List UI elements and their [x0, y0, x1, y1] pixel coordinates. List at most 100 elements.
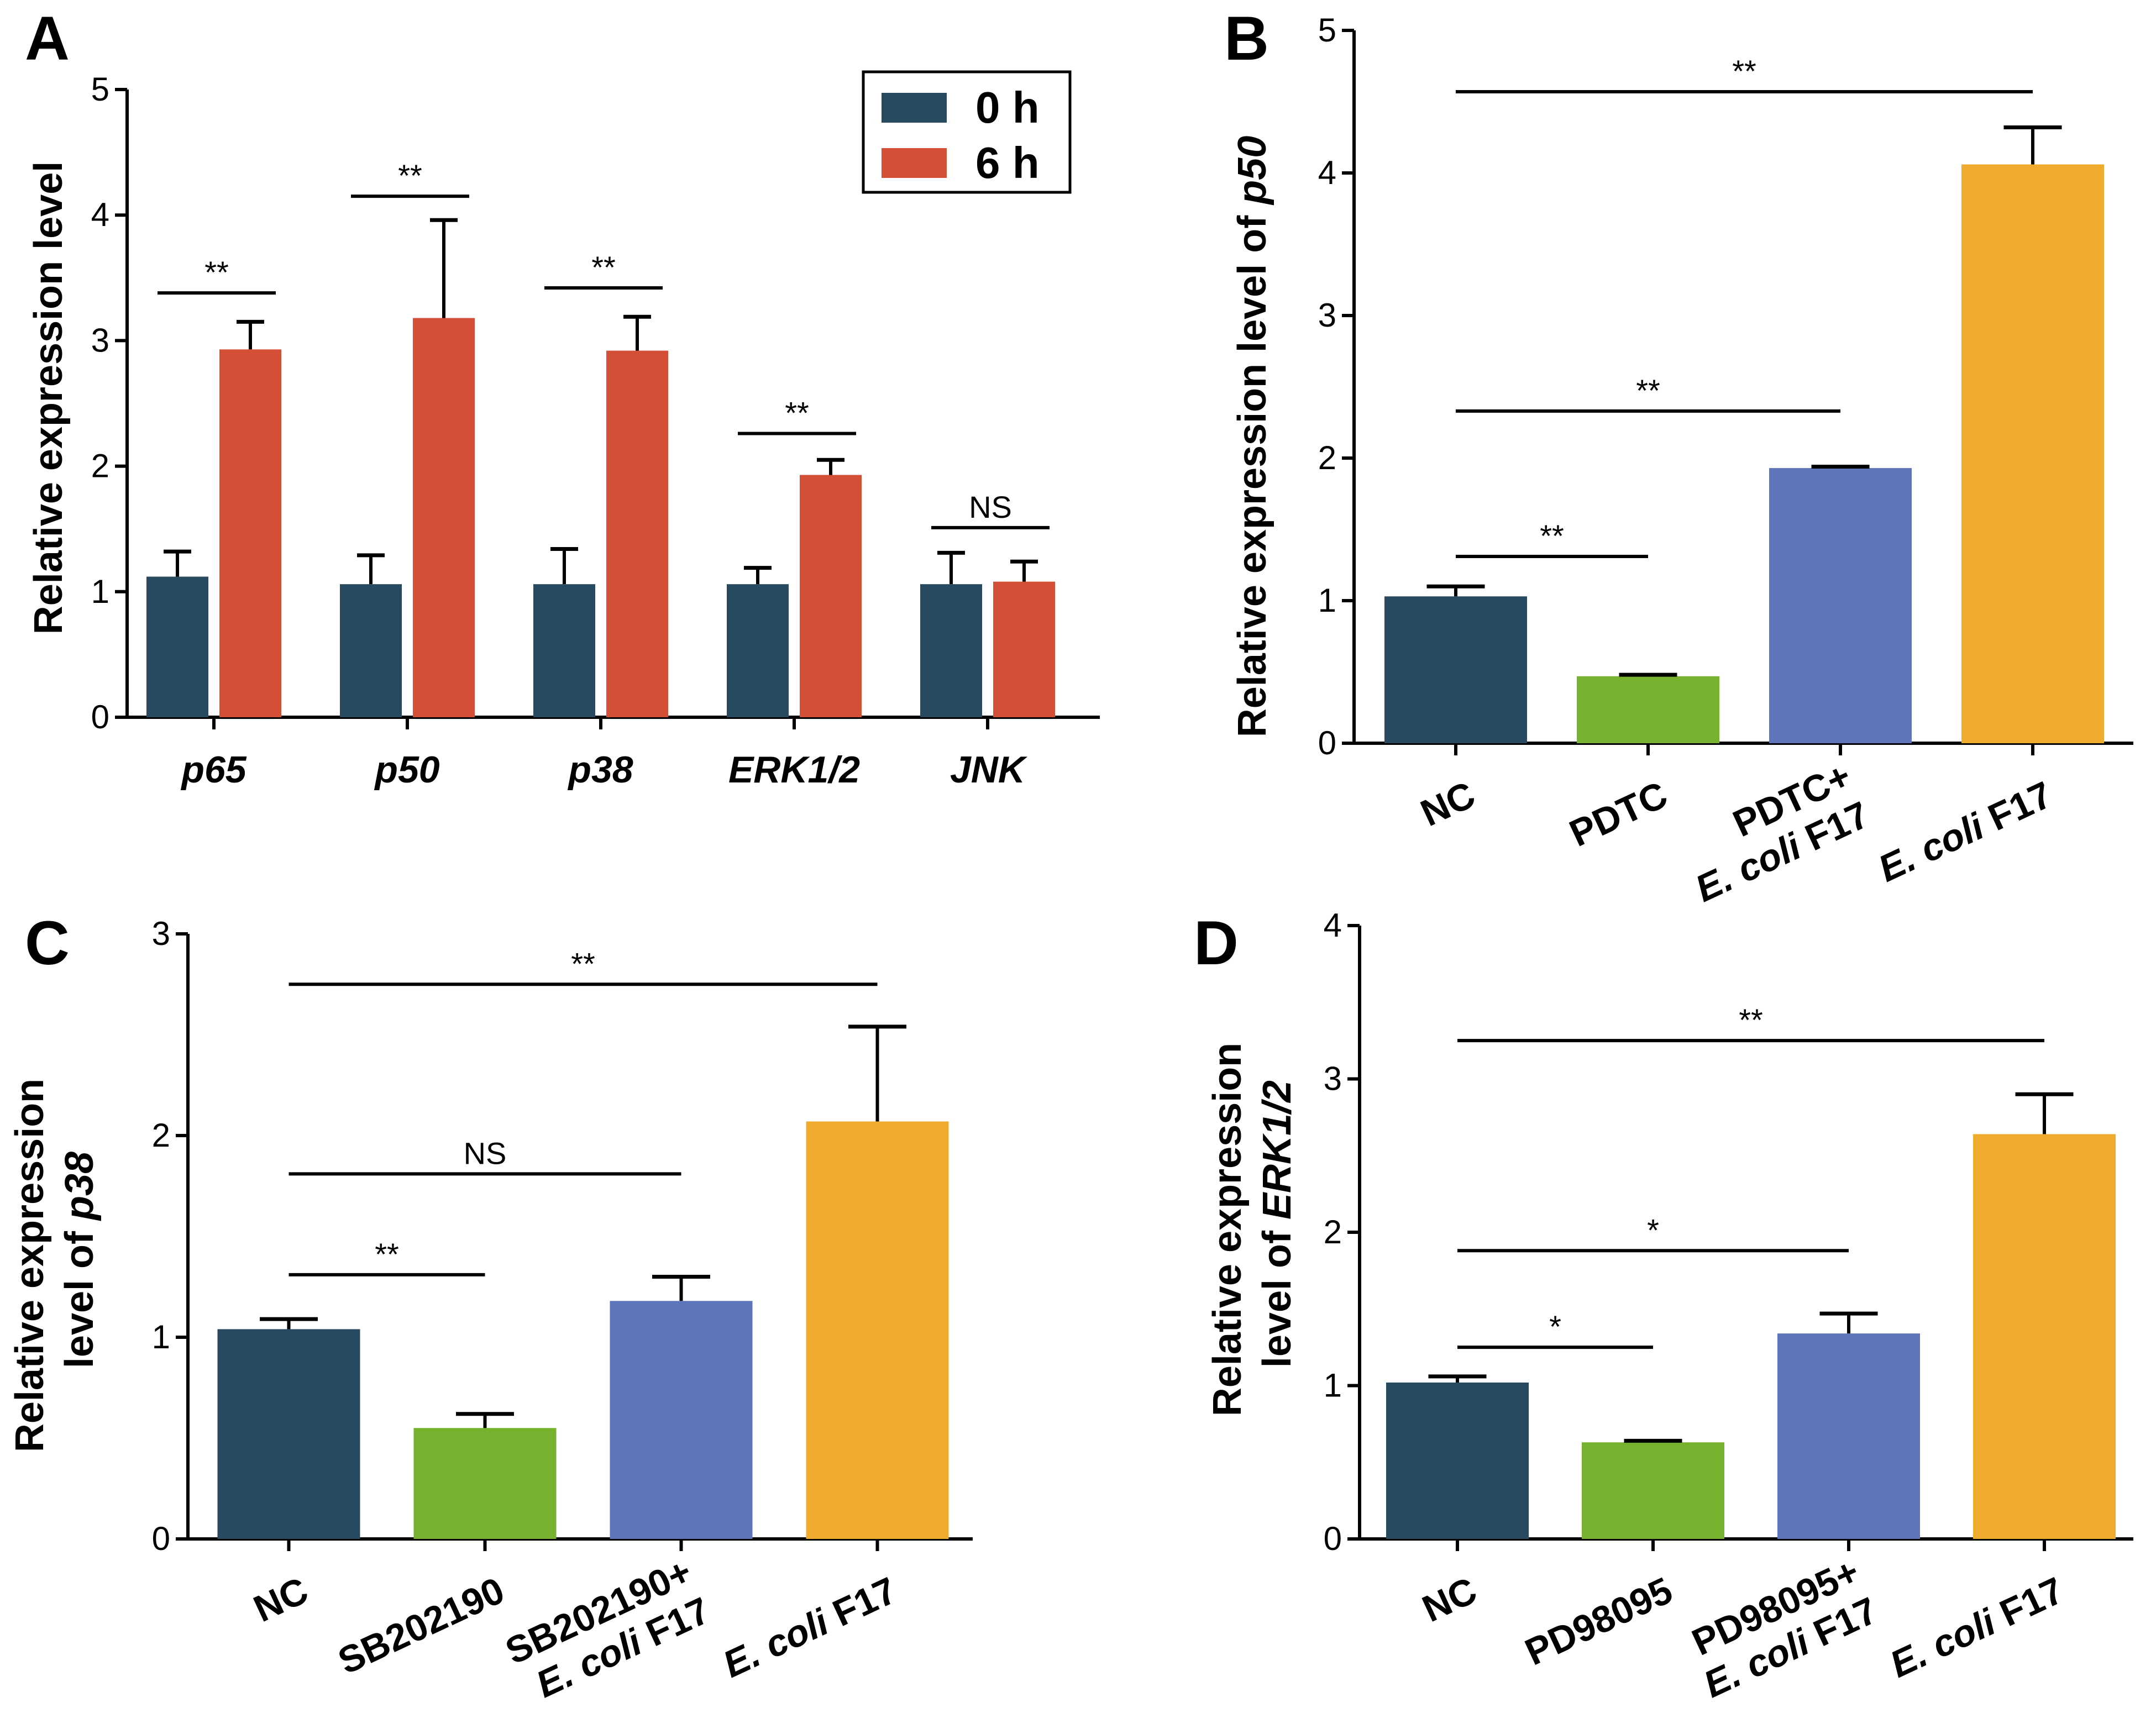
- panel-b-y-axis-label-gene: p50: [1230, 136, 1274, 206]
- category-label-line: E. coli F17: [1872, 774, 2058, 890]
- category-label-line: PD98095: [1519, 1569, 1678, 1674]
- category-label-segment: NC: [1416, 1569, 1483, 1630]
- legend-label-0h: 0 h: [975, 83, 1040, 132]
- panel-c-y-tick-label: 2: [152, 1117, 170, 1154]
- panel-a-y-tick-label: 3: [91, 322, 109, 359]
- panel-b-y-tick-label: 5: [1318, 12, 1336, 49]
- panel-c-bar-1: [217, 1329, 360, 1539]
- panel-d-y-axis-label-prefix: level of: [1255, 1220, 1299, 1368]
- panel-b-significance-label: **: [1540, 518, 1564, 553]
- panel-c-y-tick-label: 1: [152, 1318, 170, 1355]
- category-label-segment: F17: [1973, 774, 2058, 843]
- panel-c-y-tick-label: 0: [152, 1520, 170, 1557]
- panel-a-y-tick-label: 5: [91, 71, 109, 108]
- panel-a-bar-0h: [727, 584, 789, 717]
- panel-letter-b: B: [1224, 4, 1269, 73]
- category-label-line: E. coli F17: [717, 1569, 903, 1686]
- panel-a-significance-label: **: [204, 255, 229, 290]
- panel-a-y-tick-label: 2: [91, 448, 109, 485]
- panel-letter-a: A: [25, 4, 70, 73]
- panel-a-bar-6h: [606, 350, 668, 717]
- panel-c-significance-label: **: [571, 946, 595, 981]
- category-label-segment: PDTC: [1563, 774, 1674, 855]
- panel-c-x-tick-label: SB202190+E. coli F17: [499, 1550, 716, 1711]
- panel-d-y-tick-label: 3: [1324, 1060, 1342, 1097]
- panel-a-bar-0h: [533, 584, 595, 717]
- category-label-segment: E. coli: [1884, 1600, 2003, 1685]
- panel-a-x-tick-label: JNK: [950, 749, 1028, 791]
- panel-d-y-tick-label: 0: [1324, 1520, 1342, 1557]
- panel-c-significance-label: **: [375, 1237, 399, 1271]
- panel-c-y-axis-label-line1: Relative expression: [8, 1079, 52, 1452]
- panel-b-bar-1: [1384, 596, 1527, 743]
- panel-c-y-axis-label-gene: p38: [57, 1152, 102, 1221]
- panel-a-bar-6h: [219, 349, 281, 717]
- panel-a-bar-6h: [993, 581, 1055, 717]
- category-label-segment: E. coli: [1872, 805, 1991, 890]
- legend-swatch-0h: [882, 93, 947, 123]
- panel-d-x-tick-label: E. coli F17: [1884, 1569, 2070, 1686]
- panel-d-significance-label: *: [1647, 1212, 1659, 1247]
- panel-b-significance-label: **: [1636, 373, 1660, 408]
- panel-a-y-axis-label: Relative expression level: [27, 161, 71, 634]
- category-label-segment: NC: [248, 1569, 314, 1630]
- panel-d-bar-1: [1386, 1382, 1529, 1539]
- legend-swatch-6h: [882, 148, 947, 178]
- panel-b-x-tick-label: NC: [1414, 774, 1481, 834]
- panel-b-y-tick-label: 4: [1318, 154, 1336, 191]
- panel-d: D Relative expression level of ERK1/2 0 1…: [1194, 907, 2133, 1706]
- panel-d-bar-4: [1973, 1134, 2116, 1539]
- panel-d-x-tick-label: PD98095+E. coli F17: [1679, 1550, 1884, 1706]
- panel-c: C Relative expression level of p38 0 1 2 3 N…: [8, 908, 973, 1711]
- panel-b-x-tick-label: PDTC: [1563, 774, 1674, 855]
- panel-c-bar-2: [413, 1428, 557, 1539]
- panel-b-significance-label: **: [1732, 54, 1756, 88]
- panel-a-y-tick-label: 1: [91, 573, 109, 610]
- category-label-segment: PD98095: [1519, 1569, 1678, 1674]
- panel-b-x-tick-label: E. coli F17: [1872, 774, 2058, 890]
- category-label-line: NC: [1416, 1569, 1483, 1630]
- panel-letter-c: C: [25, 908, 70, 978]
- panel-b-y-axis-label: Relative expression level of p50: [1230, 136, 1274, 738]
- panel-a-significance-label: **: [591, 250, 616, 285]
- category-label-line: PDTC: [1563, 774, 1674, 855]
- panel-a-bar-0h: [920, 584, 982, 717]
- panel-d-plot: 0 1 2 3 4 NC PD98095 PD98095+E. coli F17 E. coli…: [1324, 907, 2133, 1706]
- panel-a-legend: 0 h 6 h: [862, 70, 1072, 194]
- panel-d-y-tick-label: 1: [1324, 1367, 1342, 1404]
- panel-b-y-tick-label: 3: [1318, 297, 1336, 334]
- panel-b-bar-4: [1961, 164, 2104, 743]
- panel-b-x-tick-label: PDTC+E. coli F17: [1671, 754, 1875, 910]
- panel-c-bar-3: [610, 1301, 753, 1539]
- panel-d-y-axis-label-line2: level of ERK1/2: [1255, 1080, 1299, 1368]
- panel-d-x-tick-label: PD98095: [1519, 1569, 1678, 1674]
- panel-a-significance-label: **: [398, 158, 422, 193]
- panel-b: B Relative expression level of p50 0 1 2 3 4…: [1224, 4, 2133, 910]
- panel-b-bar-2: [1577, 676, 1719, 743]
- panel-a: A Relative expression level 0 1 2 3 4 5 p65 p50…: [25, 4, 1100, 791]
- panel-c-y-tick-label: 3: [152, 915, 170, 952]
- panel-d-bar-3: [1777, 1333, 1920, 1539]
- panel-a-x-tick-label: p38: [567, 749, 633, 791]
- panel-c-y-axis-label-prefix: level of: [57, 1220, 102, 1368]
- panel-c-x-tick-label: NC: [248, 1569, 314, 1630]
- category-label-segment: F17: [817, 1569, 903, 1639]
- panel-d-y-axis-label-line1: Relative expression: [1205, 1043, 1250, 1416]
- panel-b-y-tick-label: 2: [1318, 439, 1336, 476]
- category-label-segment: NC: [1414, 774, 1481, 834]
- panel-c-significance-label: NS: [464, 1136, 507, 1170]
- panel-letter-d: D: [1194, 908, 1239, 978]
- category-label-line: NC: [248, 1569, 314, 1630]
- panel-b-y-axis-label-text: Relative expression level of: [1230, 204, 1274, 737]
- panel-a-bar-6h: [800, 475, 862, 717]
- panel-a-x-tick-label: p50: [374, 749, 439, 791]
- panel-a-plot: 0 1 2 3 4 5 p65 p50 p38 ERK1/2 JNK ** ** ** ** NS: [91, 71, 1100, 791]
- panel-d-y-tick-label: 2: [1324, 1213, 1342, 1250]
- panel-b-bar-3: [1769, 468, 1912, 743]
- panel-a-significance-label: **: [785, 396, 809, 430]
- panel-a-significance-label: NS: [969, 490, 1012, 524]
- category-label-segment: SB202190: [332, 1569, 510, 1683]
